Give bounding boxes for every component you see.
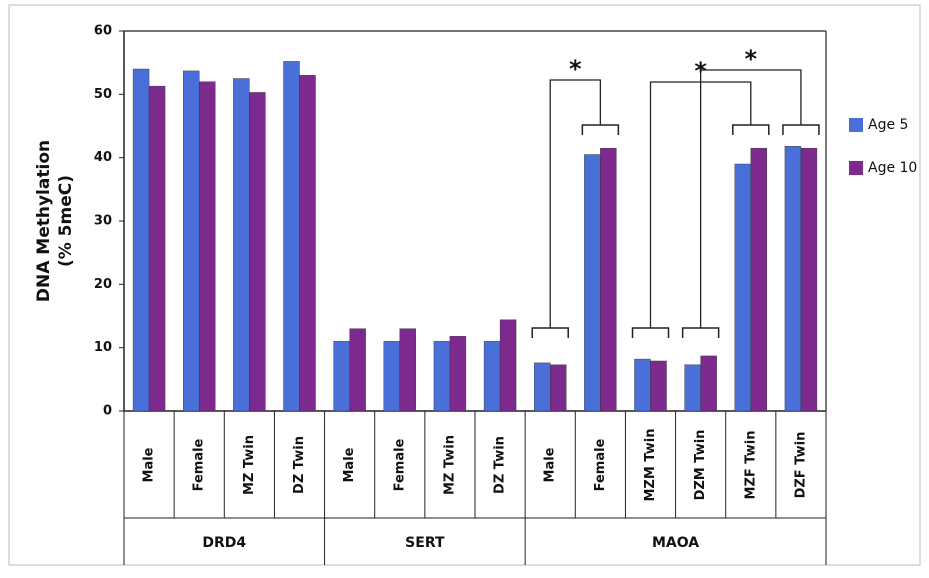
- x-tick-label: Male: [543, 447, 558, 482]
- bar: [800, 147, 818, 412]
- bar: [199, 81, 216, 412]
- x-tick-label: DZ Twin: [292, 436, 307, 494]
- significance-bracket: [549, 79, 602, 328]
- y-tick-label: 30: [94, 214, 112, 229]
- bar: [148, 85, 166, 412]
- bar: [784, 146, 802, 412]
- bracket: [581, 124, 620, 135]
- bar: [499, 319, 517, 412]
- y-tick-label: 40: [94, 150, 112, 165]
- bar: [550, 364, 567, 412]
- x-tick-label: DZM Twin: [693, 430, 708, 501]
- bar: [383, 341, 400, 412]
- y-tick-label: 20: [94, 277, 112, 292]
- significance-marker: *: [569, 55, 582, 83]
- bar: [333, 341, 350, 412]
- bracket: [732, 124, 770, 135]
- bar: [734, 163, 751, 412]
- bar: [483, 341, 501, 412]
- group-label: DRD4: [202, 535, 246, 551]
- bar: [634, 358, 651, 412]
- legend-label: Age 10: [868, 160, 917, 176]
- bar: [684, 364, 701, 412]
- bar: [600, 147, 617, 412]
- bar: [249, 92, 266, 412]
- y-tick-label: 0: [103, 404, 112, 419]
- bar: [650, 360, 667, 412]
- bracket: [631, 327, 670, 338]
- bar: [283, 61, 300, 412]
- x-tick-label: MZ Twin: [442, 435, 457, 495]
- y-tick-label: 10: [94, 340, 112, 355]
- bar: [534, 362, 551, 412]
- group-label: MAOA: [652, 535, 699, 551]
- x-tick-label: DZF Twin: [793, 432, 808, 499]
- bracket: [782, 124, 820, 135]
- bar: [750, 147, 767, 412]
- y-tick-label: 50: [94, 87, 112, 102]
- x-tick-label: Female: [392, 438, 407, 491]
- x-tick-label: MZF Twin: [743, 431, 758, 500]
- frame: [8, 4, 921, 566]
- group-label: SERT: [405, 535, 445, 551]
- x-tick-label: Male: [342, 447, 357, 482]
- bracket: [531, 327, 569, 338]
- y-tick-label: 60: [94, 24, 112, 39]
- bar: [132, 68, 150, 412]
- bar: [349, 328, 366, 412]
- legend-swatch: [849, 161, 863, 175]
- x-tick-label: MZ Twin: [242, 435, 257, 495]
- x-tick-label: Male: [142, 447, 157, 482]
- bar: [700, 355, 717, 412]
- bar: [449, 336, 467, 412]
- bar: [233, 78, 250, 412]
- legend-swatch: [849, 118, 863, 132]
- x-tick-label: Female: [593, 438, 608, 491]
- x-tick-label: MZM Twin: [643, 429, 658, 502]
- y-axis-label: DNA Methylation: [34, 140, 54, 302]
- significance-bracket: [699, 69, 802, 328]
- bar: [399, 328, 416, 412]
- bar: [584, 154, 601, 412]
- bar: [433, 341, 451, 412]
- y-axis-label: (% 5meC): [56, 175, 76, 267]
- bracket: [681, 327, 720, 338]
- significance-marker: *: [745, 45, 758, 73]
- bar: [183, 70, 200, 412]
- x-tick-label: Female: [192, 438, 207, 491]
- legend-label: Age 5: [868, 117, 908, 133]
- x-tick-label: DZ Twin: [493, 436, 508, 494]
- bar: [299, 75, 316, 412]
